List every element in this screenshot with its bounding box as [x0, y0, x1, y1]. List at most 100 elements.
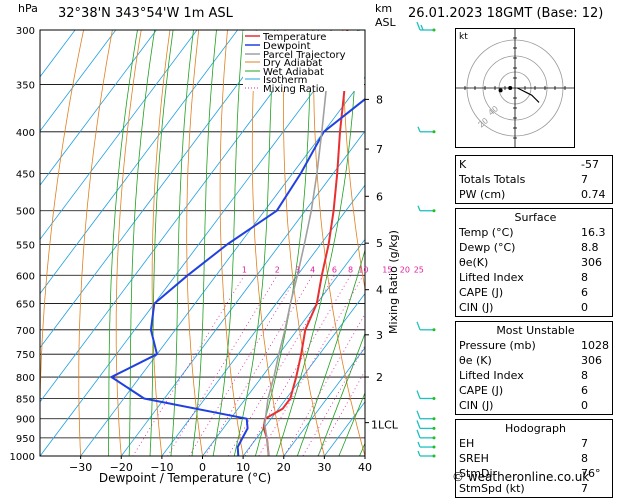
wind-barb-700: [416, 321, 436, 332]
wind-barb-1000: [417, 450, 436, 458]
pressure-label-750: 750: [16, 350, 35, 361]
mixing-ratio-line: [204, 275, 313, 456]
km-label-4: 4: [376, 284, 383, 297]
wet-adiabat-line: [359, 442, 365, 456]
wind-barb-950: [416, 429, 436, 440]
wet-adiabat-line: [191, 30, 217, 456]
stat-row-totals-totals: Totals Totals 7: [459, 173, 588, 186]
wind-barb-925: [416, 420, 436, 430]
dry-adiabat-line: [371, 6, 452, 474]
wet-adiabat-line: [170, 30, 194, 456]
mu-row-pressure: Pressure (mb) 1028: [459, 339, 609, 352]
legend-dry-adiabat: Dry Adiabat: [263, 58, 322, 69]
legend-mixing-ratio: Mixing Ratio: [263, 84, 325, 95]
hodo-row-eh: EH 7: [459, 437, 588, 450]
pressure-label-300: 300: [16, 26, 35, 37]
mixing-ratio-labels: 1 2 3 4 6 8 10 15 20 25: [242, 265, 424, 274]
wind-barb-flag: [416, 390, 421, 399]
hodograph-trace: [517, 87, 540, 103]
mixing-ratio-label: 8: [348, 265, 353, 274]
mixing-ratio-line: [167, 275, 278, 456]
x-tick-label: 30: [317, 461, 331, 474]
dry-adiabat-line: [428, 6, 453, 474]
mixing-ratio-label: 20: [400, 265, 410, 274]
most-unstable-title: Most Unstable: [496, 324, 575, 337]
wind-barb-500: [417, 205, 436, 213]
wet-adiabat-line: [275, 30, 359, 456]
pressure-label-350: 350: [16, 81, 35, 92]
stat-row-pw: PW (cm) 0.74: [459, 188, 606, 201]
mixing-ratio-label: 4: [310, 265, 315, 274]
wind-barb-dot: [432, 436, 436, 440]
isotherm-line: [283, 347, 365, 456]
dry-adiabat-line: [40, 30, 85, 456]
pressure-label-800: 800: [16, 373, 35, 384]
wet-adiabat-line: [296, 248, 365, 456]
x-tick-label: 20: [277, 461, 291, 474]
stats-panel: K -57 Totals Totals 7 PW (cm) 0.74 Surface …: [455, 155, 613, 502]
mixing-ratio-label: 3: [295, 265, 300, 274]
datetime-title: 26.01.2023 18GMT (Base: 12): [408, 6, 604, 21]
surface-row-cape: CAPE (J) 6: [459, 286, 588, 299]
hodo-row-stmdir: StmDir 76°: [459, 467, 601, 480]
isotherm-line: [40, 30, 239, 295]
x-axis-label: Dewpoint / Temperature (°C): [99, 471, 271, 485]
mixing-ratio-line: [283, 313, 365, 456]
wind-barb-half: [417, 441, 421, 448]
mixing-ratio-line: [244, 275, 351, 456]
mixing-ratio-label: 25: [414, 265, 424, 274]
mu-row-lifted-index: Lifted Index 8: [459, 369, 588, 382]
dry-adiabat-line: [219, 30, 244, 456]
pressure-label-900: 900: [16, 415, 35, 426]
x-tick-label: −20: [110, 461, 133, 474]
wet-adiabat-line: [317, 332, 365, 456]
mixing-ratio-label: 2: [275, 265, 280, 274]
legend: Temperature Dewpoint Parcel Trajectory D…: [243, 31, 364, 95]
dry-adiabat-line: [251, 30, 285, 456]
surface-title: Surface: [514, 211, 557, 224]
pressure-label-700: 700: [16, 326, 35, 337]
mixing-ratio-label: 6: [332, 265, 337, 274]
pressure-tick-labels: 300 350 400 450 500 550 600 650 700 750 800 850 900 9…: [10, 26, 35, 463]
wind-barbs: [416, 21, 436, 458]
wind-barb-975: [417, 441, 436, 449]
most-unstable-box: Most Unstable Pressure (mb) 1028 θe (K) 30…: [455, 321, 613, 415]
wind-barb-half: [417, 126, 421, 133]
x-tick-label: 10: [236, 461, 250, 474]
km-label-5: 5: [376, 237, 383, 250]
asl-unit-label: ASL: [375, 16, 396, 29]
surface-row-lifted-index: Lifted Index 8: [459, 271, 588, 284]
km-label-8: 8: [376, 93, 383, 106]
wind-barb-dot: [432, 426, 436, 430]
legend-wet-adiabat: Wet Adiabat: [263, 67, 324, 78]
mixing-ratio-line: [258, 275, 364, 456]
wind-barb-half: [420, 24, 424, 31]
wind-barb-flag: [416, 429, 421, 439]
hodograph-unit: kt: [459, 32, 468, 42]
wind-barb-flag: [416, 21, 421, 31]
mixing-ratio-line: [132, 275, 245, 456]
surface-row-dewp: Dewp (°C) 8.8: [459, 241, 599, 254]
legend-temperature: Temperature: [262, 32, 326, 43]
pressure-unit-label: hPa: [18, 2, 38, 15]
legend-isotherm: Isotherm: [263, 75, 307, 86]
wet-adiabat-line: [233, 30, 275, 456]
wind-barb-dot: [432, 445, 436, 449]
wind-barb-half: [417, 450, 421, 457]
x-tick-label: −10: [150, 461, 173, 474]
pressure-label-400: 400: [16, 128, 35, 139]
wind-barb-flag: [416, 321, 421, 331]
wind-barb-850: [416, 390, 436, 400]
x-tick-label: 40: [358, 461, 372, 474]
hodo-row-sreh: SREH 8: [459, 452, 588, 465]
wind-barb-dot: [432, 209, 436, 213]
wind-barb-400: [417, 126, 436, 134]
mixing-ratio-label: 15: [382, 265, 392, 274]
km-label-2: 2: [376, 371, 383, 384]
wind-barb-dot: [432, 417, 436, 421]
km-label-7: 7: [376, 143, 383, 156]
wind-barb-900: [416, 410, 436, 421]
isotherm-line: [40, 30, 198, 241]
pressure-label-950: 950: [16, 434, 35, 445]
wind-barb-300: [416, 21, 436, 32]
